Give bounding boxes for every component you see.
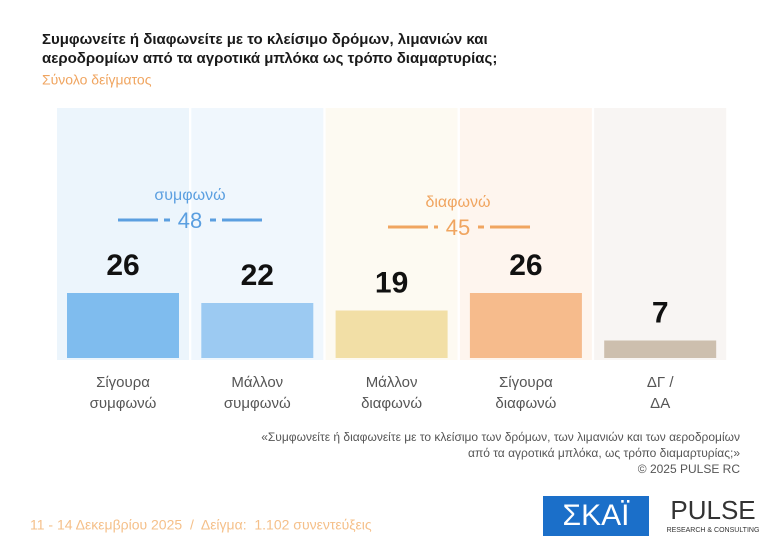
footer: 11 - 14 Δεκεμβρίου 2025 / Δείγμα: 1.102 … xyxy=(30,517,372,533)
group-total: 48 xyxy=(178,208,202,233)
bar xyxy=(335,310,448,358)
category-label: διαφωνώ xyxy=(361,395,422,412)
note-line: © 2025 PULSE RC xyxy=(638,462,741,476)
category-label: Σίγουρα xyxy=(96,374,150,391)
value-label: 26 xyxy=(509,249,542,282)
category-label: συμφωνώ xyxy=(224,395,291,412)
note-line: «Συμφωνείτε ή διαφωνείτε με το κλείσιμο … xyxy=(261,430,740,444)
title-line: Συμφωνείτε ή διαφωνείτε με το κλείσιμο δ… xyxy=(42,31,488,48)
pulse-logo-sub: RESEARCH & CONSULTING xyxy=(667,527,760,534)
bar xyxy=(201,303,314,358)
pulse-logo: PULSE xyxy=(670,495,755,525)
value-label: 22 xyxy=(241,259,274,292)
category-label: διαφωνώ xyxy=(495,395,556,412)
category-label: Μάλλον xyxy=(366,374,418,391)
skai-logo: ΣΚΑΪ xyxy=(563,499,631,532)
value-label: 7 xyxy=(652,296,669,329)
column-panel xyxy=(594,108,727,360)
group-total: 45 xyxy=(446,215,470,240)
bar xyxy=(469,293,582,358)
skai-logo-bg xyxy=(543,496,649,536)
category-label: ΔΓ / xyxy=(647,374,674,391)
note-line: από τα αγροτικά μπλόκα, ως τρόπο διαμαρτ… xyxy=(468,446,740,460)
category-label: ΔΑ xyxy=(650,395,670,412)
category-label: Μάλλον xyxy=(231,374,283,391)
group-label: συμφωνώ xyxy=(154,187,225,204)
value-label: 19 xyxy=(375,266,408,299)
value-label: 26 xyxy=(106,249,139,282)
subtitle: Σύνολο δείγματος xyxy=(42,72,152,88)
title-line: αεροδρομίων από τα αγροτικά μπλόκα ως τρ… xyxy=(42,50,497,67)
bar xyxy=(604,340,717,358)
category-label: συμφωνώ xyxy=(90,395,157,412)
bar xyxy=(67,293,179,358)
category-label: Σίγουρα xyxy=(499,374,553,391)
group-label: διαφωνώ xyxy=(425,194,490,211)
